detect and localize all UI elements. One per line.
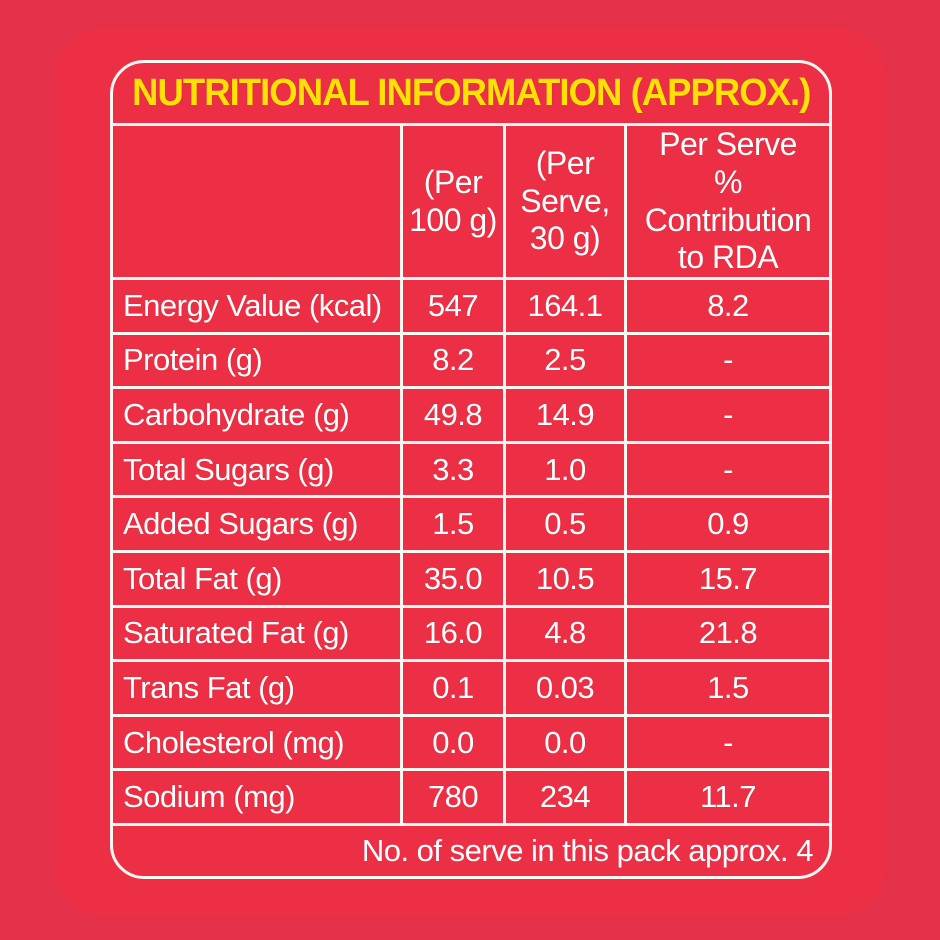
value-per-serve: 2.5 <box>503 334 624 387</box>
nutrient-label: Sodium (mg) <box>123 779 295 815</box>
table-row: Added Sugars (g) 1.5 0.5 0.9 <box>113 495 829 550</box>
value-per-serve: 164.1 <box>503 280 624 332</box>
value-per-serve: 0.5 <box>503 498 624 550</box>
table-row: Carbohydrate (g) 49.8 14.9 - <box>113 386 829 441</box>
nutrient-label: Added Sugars (g) <box>123 506 358 542</box>
value-per-100g: 8.2 <box>400 334 503 387</box>
header-rda-contribution: Per Serve % Contribution to RDA <box>624 126 829 277</box>
value-rda: 1.5 <box>624 662 829 714</box>
value-per-serve: 1.0 <box>503 443 624 496</box>
value-per-100g: 780 <box>400 771 503 823</box>
value-per-serve: 4.8 <box>503 607 624 660</box>
value-per-100g: 35.0 <box>400 552 503 605</box>
value-rda: - <box>624 716 829 769</box>
table-row: Total Fat (g) 35.0 10.5 15.7 <box>113 549 829 605</box>
table-row: Trans Fat (g) 0.1 0.03 1.5 <box>113 659 829 714</box>
value-per-serve: 234 <box>503 771 624 823</box>
value-per-serve: 0.0 <box>503 716 624 769</box>
value-rda: 15.7 <box>624 552 829 605</box>
nutrient-label: Energy Value (kcal) <box>123 287 382 323</box>
nutrition-table: NUTRITIONAL INFORMATION (APPROX.) (Per 1… <box>110 60 832 879</box>
label-card: NUTRITIONAL INFORMATION (APPROX.) (Per 1… <box>54 28 886 916</box>
table-row: Sodium (mg) 780 234 11.7 <box>113 768 829 823</box>
nutrient-label: Saturated Fat (g) <box>123 615 349 651</box>
header-nutrient <box>113 126 400 277</box>
table-title-row: NUTRITIONAL INFORMATION (APPROX.) <box>113 63 829 123</box>
value-rda: 11.7 <box>624 771 829 823</box>
table-row: Cholesterol (mg) 0.0 0.0 - <box>113 713 829 769</box>
value-per-100g: 547 <box>400 280 503 332</box>
value-rda: 21.8 <box>624 607 829 660</box>
nutrient-label: Cholesterol (mg) <box>123 724 345 760</box>
value-rda: - <box>624 334 829 387</box>
serves-note: No. of serve in this pack approx. 4 <box>361 832 814 868</box>
value-rda: 8.2 <box>624 280 829 332</box>
value-rda: - <box>624 389 829 441</box>
nutrient-label: Total Sugars (g) <box>123 451 334 487</box>
nutrient-label: Protein (g) <box>123 342 263 378</box>
table-title: NUTRITIONAL INFORMATION (APPROX.) <box>131 71 811 114</box>
value-per-100g: 1.5 <box>400 498 503 550</box>
value-per-serve: 10.5 <box>503 552 624 605</box>
value-rda: - <box>624 443 829 496</box>
nutrient-label: Total Fat (g) <box>123 560 282 596</box>
value-per-100g: 16.0 <box>400 607 503 660</box>
table-footer-row: No. of serve in this pack approx. 4 <box>113 822 829 876</box>
table-row: Energy Value (kcal) 547 164.1 8.2 <box>113 277 829 332</box>
value-per-100g: 0.1 <box>400 662 503 714</box>
value-per-100g: 0.0 <box>400 716 503 769</box>
header-per-100g: (Per 100 g) <box>400 126 503 277</box>
value-per-100g: 49.8 <box>400 389 503 441</box>
table-row: Saturated Fat (g) 16.0 4.8 21.8 <box>113 604 829 660</box>
table-row: Total Sugars (g) 3.3 1.0 - <box>113 440 829 496</box>
value-per-serve: 0.03 <box>503 662 624 714</box>
table-row: Protein (g) 8.2 2.5 - <box>113 331 829 387</box>
header-per-serve: (Per Serve, 30 g) <box>503 126 624 277</box>
nutrient-label: Carbohydrate (g) <box>123 396 350 432</box>
table-header-row: (Per 100 g) (Per Serve, 30 g) Per Serve … <box>113 123 829 277</box>
value-per-100g: 3.3 <box>400 443 503 496</box>
value-per-serve: 14.9 <box>503 389 624 441</box>
value-rda: 0.9 <box>624 498 829 550</box>
nutrient-label: Trans Fat (g) <box>123 669 295 705</box>
